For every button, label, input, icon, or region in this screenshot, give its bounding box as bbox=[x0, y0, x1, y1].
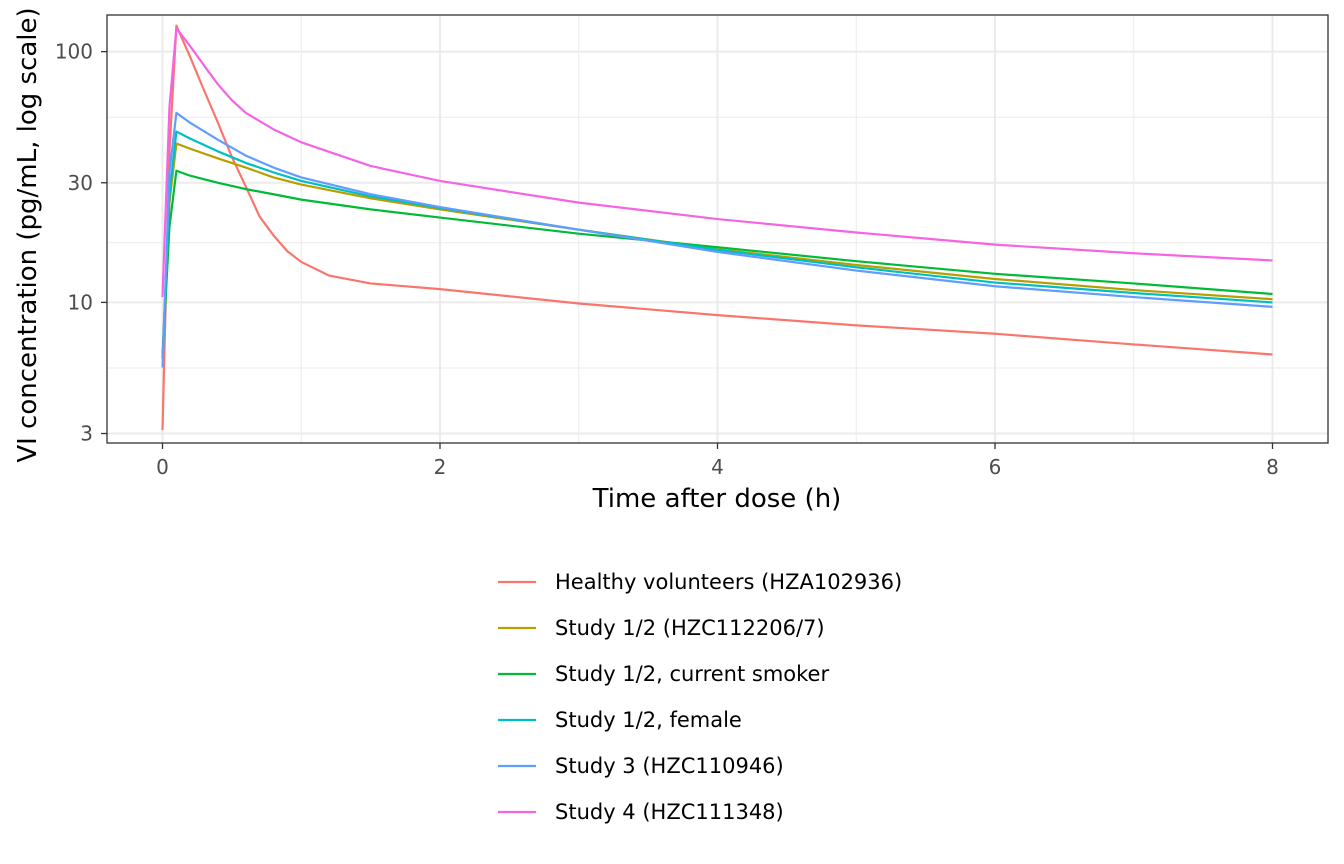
y-axis: 3 10 30 100 bbox=[55, 40, 107, 446]
legend-label-5: Study 3 (HZC110946) bbox=[555, 754, 784, 778]
y-tick-label: 30 bbox=[68, 171, 93, 195]
y-axis-title: VI concentration (pg/mL, log scale) bbox=[13, 7, 43, 462]
y-tick-label: 100 bbox=[55, 40, 93, 64]
legend-label-3: Study 1/2, current smoker bbox=[555, 662, 829, 686]
grid-major bbox=[107, 15, 1328, 443]
series-line-2 bbox=[161, 142, 1273, 359]
x-axis: 0 2 4 6 8 bbox=[156, 443, 1279, 479]
x-tick-label: 6 bbox=[989, 455, 1002, 479]
x-tick-label: 2 bbox=[434, 455, 447, 479]
x-axis-title: Time after dose (h) bbox=[592, 484, 842, 514]
legend-label-1: Healthy volunteers (HZA102936) bbox=[555, 570, 902, 594]
y-tick-label: 10 bbox=[68, 290, 93, 314]
series-line-6 bbox=[161, 27, 1273, 298]
legend-label-6: Study 4 (HZC111348) bbox=[555, 800, 784, 824]
series-line-4 bbox=[161, 130, 1273, 359]
legend-label-2: Study 1/2 (HZC112206/7) bbox=[555, 616, 825, 640]
series-line-1 bbox=[161, 24, 1273, 430]
y-tick-label: 3 bbox=[80, 422, 93, 446]
series-line-3 bbox=[161, 169, 1273, 359]
legend-label-4: Study 1/2, female bbox=[555, 708, 742, 732]
legend: Healthy volunteers (HZA102936) Study 1/2 … bbox=[498, 570, 902, 824]
x-tick-label: 0 bbox=[156, 455, 169, 479]
series-lines bbox=[161, 24, 1273, 430]
x-tick-label: 4 bbox=[711, 455, 724, 479]
x-tick-label: 8 bbox=[1266, 455, 1279, 479]
series-line-5 bbox=[161, 111, 1273, 368]
